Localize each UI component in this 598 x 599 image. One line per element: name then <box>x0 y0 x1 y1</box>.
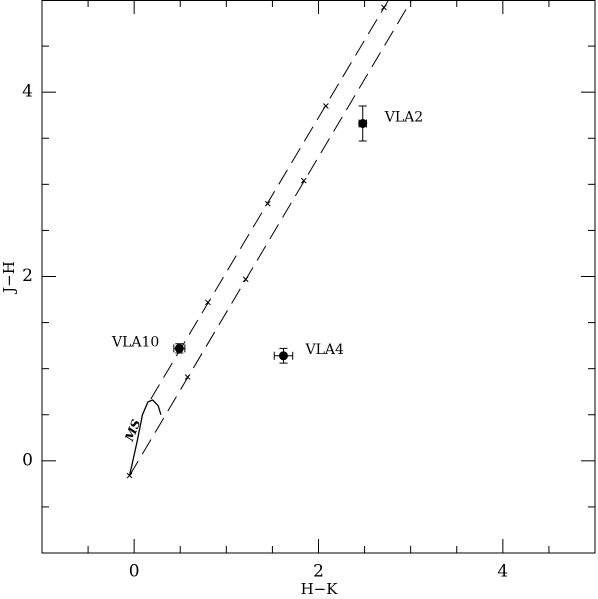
plot-frame <box>41 0 596 554</box>
curve-label: MS <box>122 417 144 444</box>
cross-marker <box>323 103 329 109</box>
y-tick-label: 0 <box>22 450 33 470</box>
cross-marker <box>205 299 211 306</box>
data-point <box>278 351 288 361</box>
cross-marker <box>184 374 191 380</box>
y-tick-label: 2 <box>22 266 33 286</box>
x-tick-label: 4 <box>497 562 508 582</box>
x-tick-label: 2 <box>313 562 324 582</box>
reddening-line <box>129 0 413 476</box>
x-tick-label: 0 <box>129 562 140 582</box>
y-tick-label: 4 <box>22 82 33 102</box>
cross-marker <box>126 472 133 479</box>
cross-marker <box>242 276 249 283</box>
data-point <box>174 343 184 353</box>
x-axis-label: H−K <box>301 580 339 598</box>
main-sequence <box>128 399 162 476</box>
y-axis-label: J−H <box>0 261 18 295</box>
point-label: VLA4 <box>304 342 344 358</box>
cross-marker <box>264 200 271 207</box>
data-point <box>358 119 368 129</box>
cross-marker <box>300 177 307 184</box>
point-label: VLA10 <box>111 334 159 350</box>
cross-marker <box>381 4 387 11</box>
reddening-line <box>150 0 389 400</box>
point-label: VLA2 <box>384 110 423 126</box>
